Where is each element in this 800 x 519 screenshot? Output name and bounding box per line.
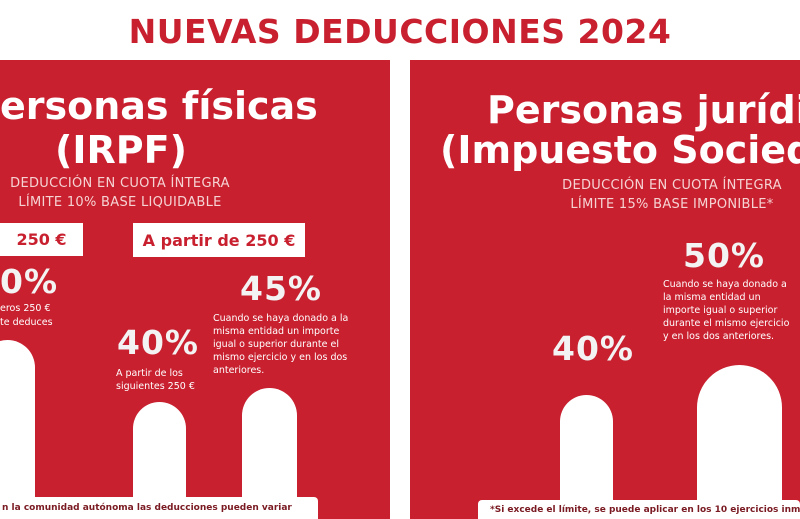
- right-title-1: Personas jurídic: [487, 88, 800, 132]
- rate: 40%: [552, 329, 634, 368]
- footnote: *Si excede el límite, se puede aplicar e…: [478, 500, 800, 519]
- left-subtitle-1: DEDUCCIÓN EN CUOTA ÍNTEGRA: [10, 176, 230, 191]
- note: te deduces: [0, 317, 53, 328]
- footnote: n la comunidad autónoma las deducciones …: [0, 497, 318, 519]
- rate: 40%: [117, 323, 199, 362]
- note: A partir de los siguientes 250 €: [116, 368, 195, 392]
- note: Cuando se haya donado a la misma entidad…: [213, 313, 349, 376]
- note: eros 250 €: [0, 303, 51, 314]
- left-panel: [0, 60, 390, 519]
- rate: 0%: [0, 262, 59, 301]
- note: Cuando se haya donado a la misma entidad…: [663, 279, 790, 342]
- rate: 45%: [240, 269, 322, 308]
- right-title-2: (Impuesto Socied: [440, 128, 800, 172]
- tab: 250 €: [0, 223, 83, 256]
- rate: 50%: [683, 236, 765, 275]
- left-title-2: (IRPF): [55, 128, 187, 172]
- arch: [0, 340, 35, 519]
- tab: A partir de 250 €: [133, 223, 305, 257]
- left-subtitle-2: LÍMITE 10% BASE LIQUIDABLE: [18, 195, 222, 210]
- arch: [560, 395, 613, 519]
- arch: [697, 365, 782, 519]
- left-title-1: ersonas físicas: [0, 84, 318, 128]
- right-subtitle-2: LÍMITE 15% BASE IMPONIBLE*: [570, 197, 774, 212]
- right-subtitle-1: DEDUCCIÓN EN CUOTA ÍNTEGRA: [562, 178, 782, 193]
- page-title: NUEVAS DEDUCCIONES 2024: [128, 12, 672, 51]
